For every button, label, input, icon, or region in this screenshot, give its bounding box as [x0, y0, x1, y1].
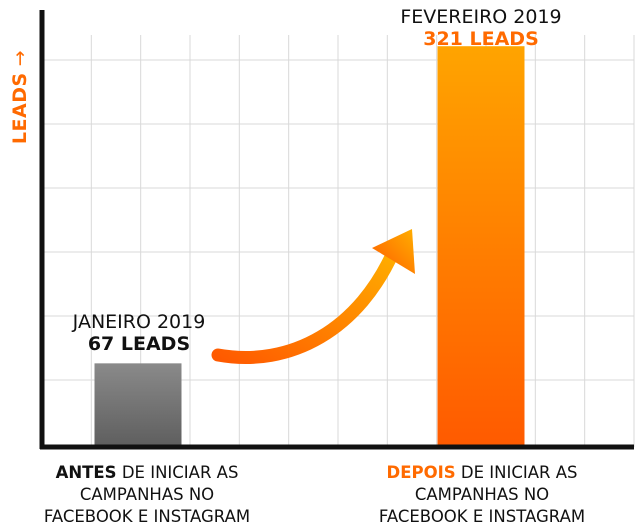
arrow-right-icon: → — [9, 49, 31, 67]
growth-arrow-curve — [211, 241, 402, 364]
category-text: FACEBOOK E INSTAGRAM — [43, 507, 251, 526]
period-label: FEVEREIRO 2019 — [400, 6, 562, 28]
x-category-label-after: DEPOIS DE INICIAR AS CAMPANHAS NO FACEBO… — [379, 462, 585, 528]
bars-group — [94, 46, 525, 448]
category-text: DE INICIAR AS — [116, 463, 239, 482]
bar-january — [94, 363, 182, 447]
category-keyword: ANTES — [55, 463, 117, 482]
category-text: DE INICIAR AS — [455, 463, 578, 482]
growth-arrow-head — [372, 229, 415, 274]
growth-arrow — [211, 229, 415, 364]
y-axis-title: LEADS→ — [9, 49, 31, 145]
period-label: JANEIRO 2019 — [72, 311, 206, 333]
grid-lines — [42, 35, 635, 447]
category-text: FACEBOOK E INSTAGRAM — [378, 507, 586, 526]
bar-february — [437, 46, 525, 448]
category-keyword: DEPOIS — [386, 463, 456, 482]
category-text: CAMPANHAS NO — [414, 485, 550, 504]
category-text: CAMPANHAS NO — [79, 485, 215, 504]
leads-value-label: 67 LEADS — [87, 333, 191, 355]
x-category-label-before: ANTES DE INICIAR AS CAMPANHAS NO FACEBOO… — [44, 462, 250, 528]
bar-label-january: JANEIRO 2019 67 LEADS — [73, 311, 206, 355]
bar-label-february: FEVEREIRO 2019 321 LEADS — [400, 6, 561, 50]
leads-value-label: 321 LEADS — [423, 28, 539, 50]
